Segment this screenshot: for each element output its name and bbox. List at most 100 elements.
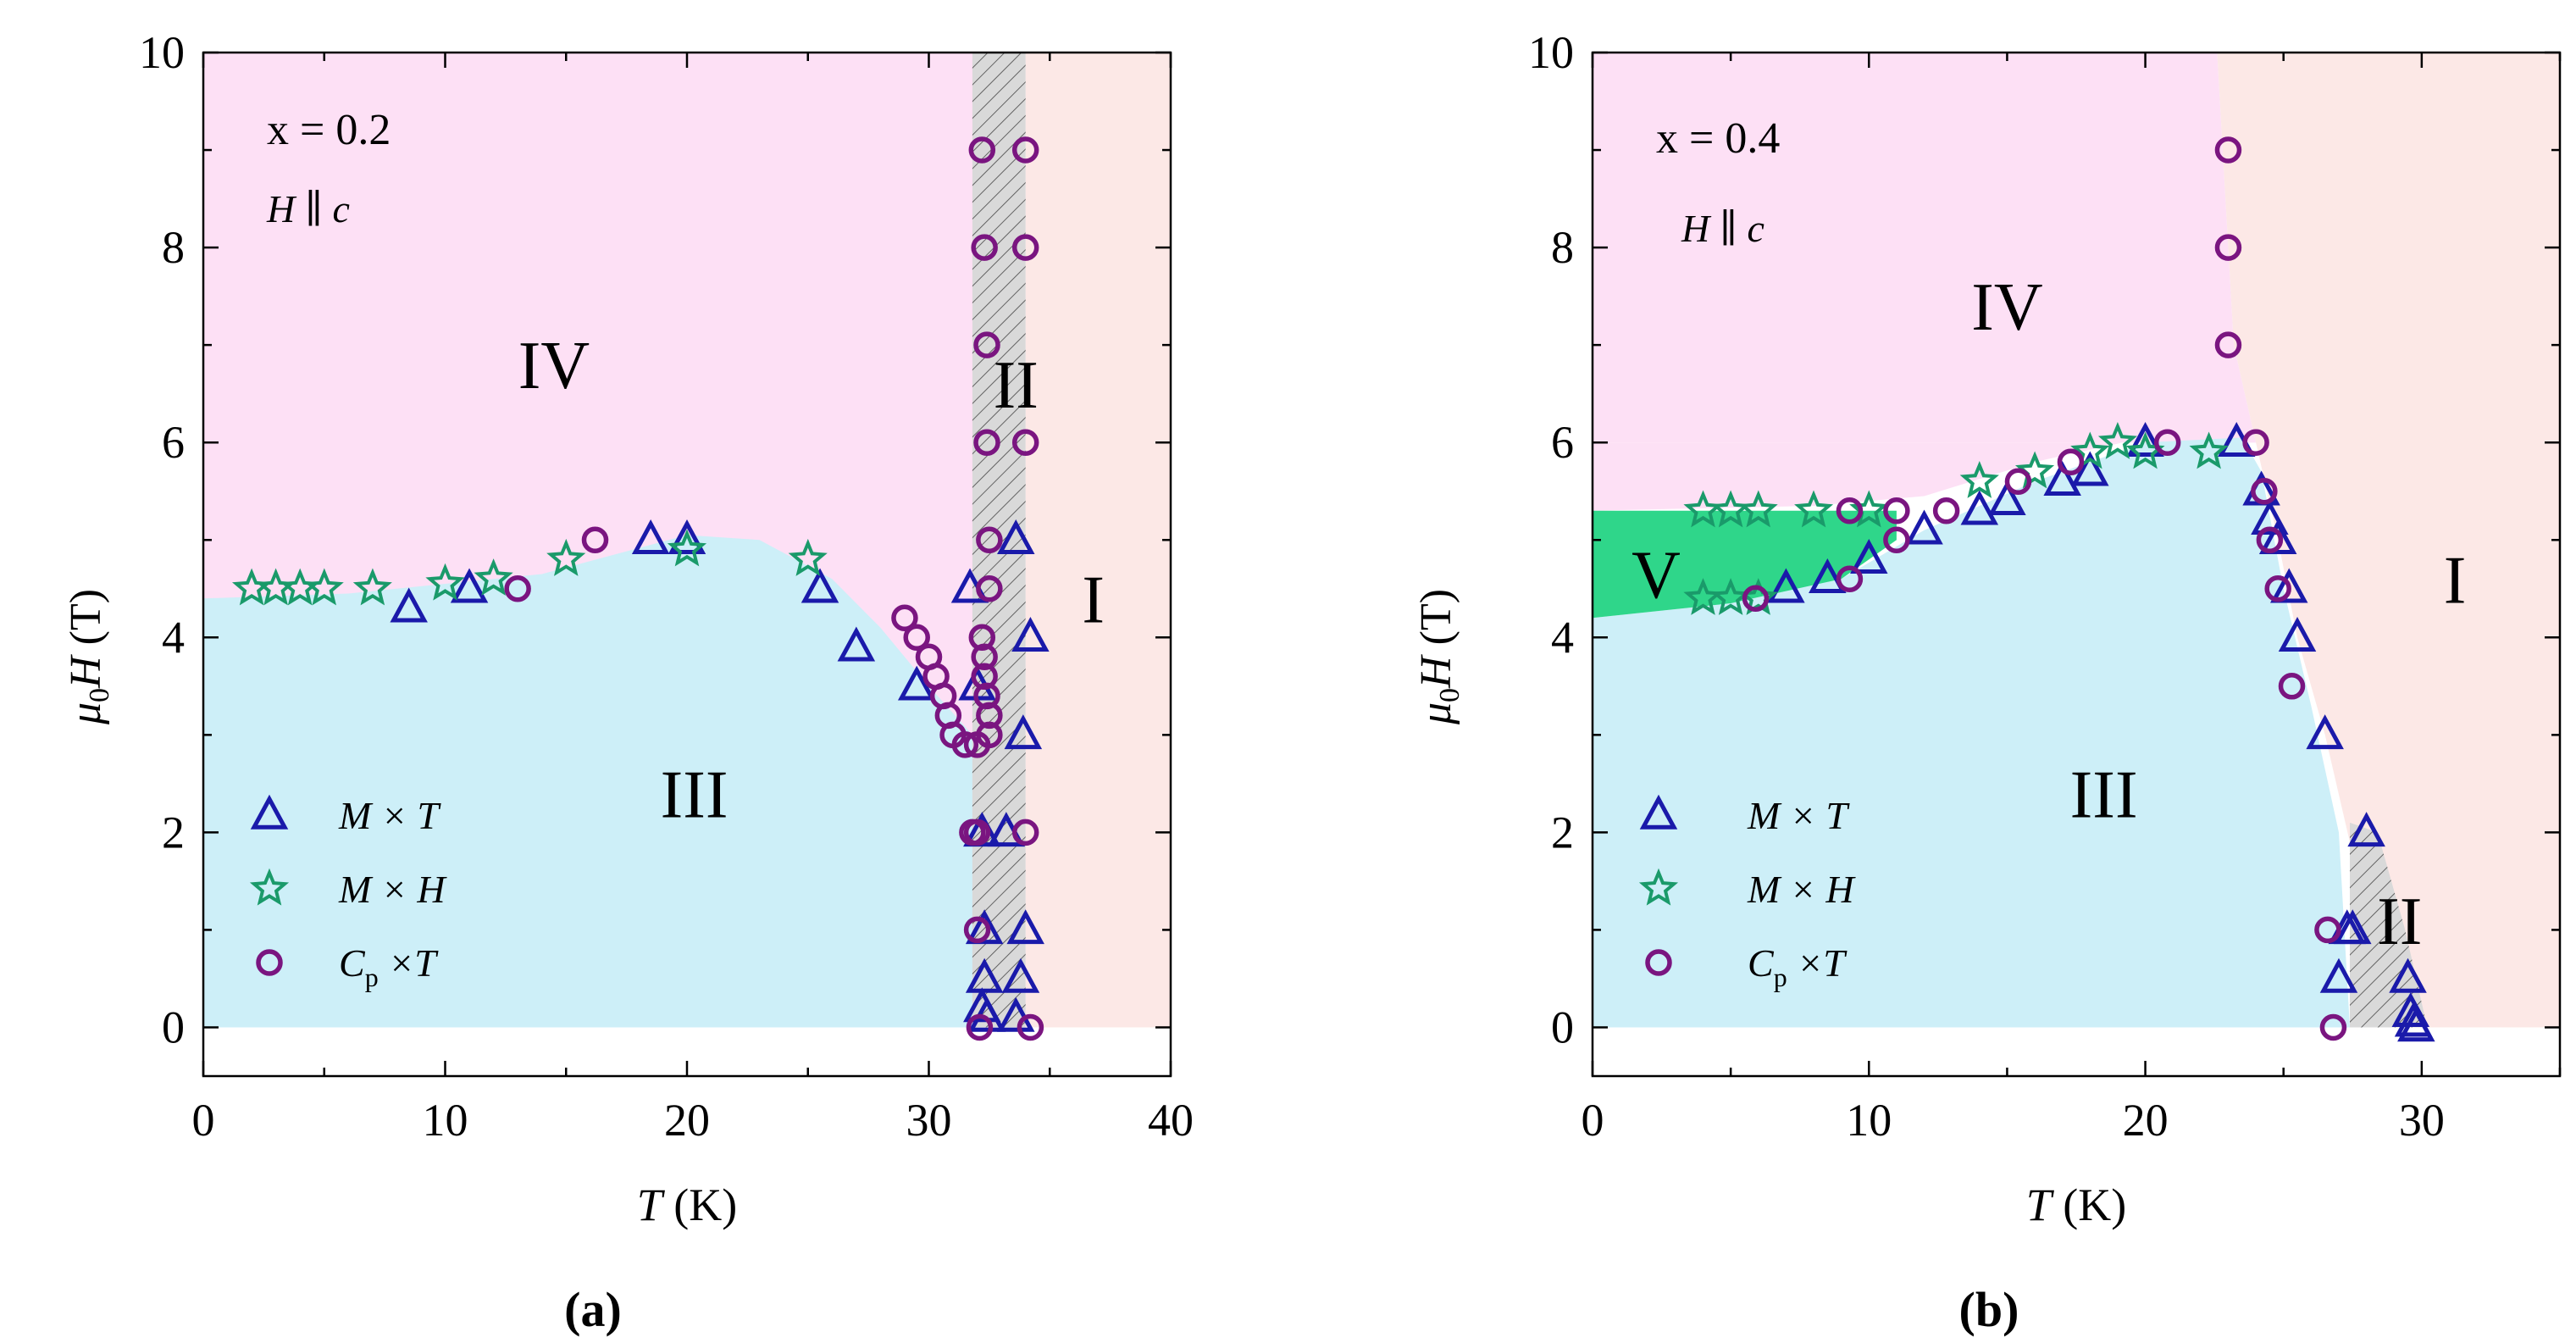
data-point-triangle	[1905, 509, 1943, 545]
data-point-star	[352, 568, 392, 606]
data-point-triangle	[2347, 812, 2385, 847]
data-point-circle	[891, 604, 918, 632]
data-point-star	[546, 538, 586, 576]
legend-cp-sub: p	[365, 962, 379, 992]
data-point-triangle	[1004, 714, 1043, 750]
y-tick-label: 6	[1551, 417, 1574, 468]
panel-b-label: (b)	[1959, 1282, 2019, 1337]
data-point-star	[1959, 460, 1999, 498]
data-point-circle	[971, 234, 998, 261]
legend-label-cpt: Cp ×T	[339, 941, 439, 992]
data-point-circle	[2256, 526, 2284, 553]
phase-label-iii: III	[2070, 758, 2138, 832]
panel-a-annotation-x: x = 0.2	[267, 106, 391, 154]
data-point-circle	[963, 916, 991, 944]
data-point-triangle	[965, 909, 1004, 945]
data-point-triangle	[2258, 519, 2297, 554]
data-point-star	[788, 538, 828, 576]
phase-label-ii: II	[994, 348, 1039, 423]
y-tick-label: 10	[139, 27, 185, 78]
x-tick-label: 40	[1148, 1095, 1194, 1146]
y-tick-label: 8	[162, 222, 185, 273]
y-tick-label: 8	[1551, 222, 1574, 273]
phase-label-ii: II	[2377, 885, 2422, 959]
region-v-area	[1593, 510, 1897, 619]
data-point-circle	[1932, 497, 1960, 524]
data-point-triangle	[2269, 568, 2308, 603]
legend-cp-main: C	[339, 941, 366, 985]
data-point-circle	[968, 136, 996, 164]
y-tick-label: 0	[1551, 1002, 1574, 1052]
panel-b-annotation-h: H ∥ c	[1681, 207, 1764, 250]
data-point-star	[304, 568, 344, 606]
panel-a-x-axis-label: T (K)	[637, 1179, 738, 1230]
data-point-star	[667, 529, 707, 567]
data-point-circle	[2264, 575, 2291, 602]
panel-b-y-axis-label: μ0H (T)	[1412, 589, 1465, 725]
data-point-triangle	[2306, 714, 2344, 750]
phase-label-iii: III	[661, 758, 728, 832]
data-point-circle	[2319, 1013, 2347, 1041]
data-point-triangle	[965, 957, 1004, 993]
data-point-circle	[2214, 136, 2242, 164]
data-point-circle	[1011, 429, 1039, 456]
data-point-circle	[2214, 234, 2242, 261]
data-point-circle	[2278, 673, 2306, 700]
legend-cp-main: C	[1748, 941, 1775, 985]
data-point-circle	[1836, 565, 1864, 593]
x-tick-label: 20	[2123, 1095, 2169, 1146]
data-point-circle	[976, 526, 1003, 553]
region-i-area	[1025, 53, 1171, 1028]
legend-label-cpt: Cp ×T	[1748, 941, 1848, 992]
data-point-circle	[2251, 477, 2278, 505]
data-point-triangle	[450, 568, 489, 603]
data-point-circle	[2314, 916, 2341, 944]
panel-b-x-axis-label: T (K)	[2026, 1179, 2127, 1230]
data-point-triangle	[2126, 421, 2164, 457]
data-point-circle	[976, 575, 1003, 602]
y-tick-label: 0	[162, 1002, 185, 1052]
legend-marker-triangle	[250, 794, 289, 830]
y-tick-label: 4	[162, 612, 185, 663]
data-point-star	[2189, 431, 2229, 469]
x-tick-label: 0	[192, 1095, 215, 1146]
data-point-star	[1794, 490, 1834, 528]
data-point-triangle	[1988, 480, 2026, 515]
legend-marker-star	[249, 868, 290, 906]
phase-label-i: I	[1082, 563, 1105, 637]
panel-a-y-axis-label: μ0H (T)	[62, 589, 115, 725]
panel-a-label: (a)	[564, 1282, 622, 1337]
data-point-circle	[973, 429, 1000, 456]
data-point-triangle	[2319, 957, 2358, 993]
data-point-triangle	[1006, 909, 1044, 945]
data-point-triangle	[2397, 1007, 2435, 1042]
legend-cp-rest: ×T	[379, 941, 440, 985]
y-tick-label: 4	[1551, 612, 1574, 663]
data-point-circle	[1011, 234, 1039, 261]
data-point-circle	[504, 575, 531, 602]
data-point-triangle	[1809, 558, 1847, 594]
y-tick-label: 2	[162, 807, 185, 857]
panel-a-points	[232, 136, 1050, 1041]
panel-a-legend: M × T M × H Cp ×T	[249, 794, 447, 992]
x-tick-label: 30	[2399, 1095, 2445, 1146]
region-i-area	[2217, 53, 2560, 1028]
data-point-triangle	[800, 568, 839, 603]
panel-a-annotation-h: H ∥ c	[266, 187, 350, 230]
data-point-triangle	[668, 519, 706, 554]
legend-marker-circle	[1645, 949, 1672, 976]
panel-b-points	[1683, 136, 2435, 1042]
data-point-circle	[973, 331, 1000, 358]
data-point-circle	[581, 526, 609, 553]
phase-label-v: V	[1631, 539, 1681, 613]
data-point-circle	[2004, 468, 2032, 495]
phase-label-iv: IV	[1971, 270, 2042, 345]
phase-label-iv: IV	[518, 329, 590, 403]
data-point-triangle	[2334, 909, 2372, 945]
panel-b-annotation-x: x = 0.4	[1656, 114, 1780, 163]
legend-cp-rest: ×T	[1787, 941, 1848, 985]
data-point-triangle	[2278, 617, 2317, 652]
legend-label-mxt: M × T	[1747, 794, 1850, 837]
region-iii-area	[1593, 437, 2350, 1028]
